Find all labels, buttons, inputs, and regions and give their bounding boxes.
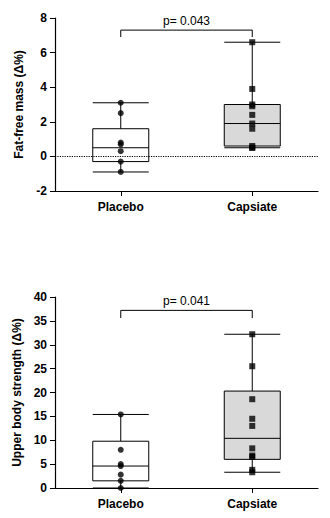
svg-text:4: 4: [40, 80, 47, 94]
svg-text:10: 10: [34, 433, 48, 447]
svg-text:40: 40: [34, 290, 48, 304]
svg-text:Placebo: Placebo: [98, 200, 144, 214]
svg-text:6: 6: [40, 46, 47, 60]
svg-text:Placebo: Placebo: [98, 497, 144, 511]
svg-text:Upper body strength (Δ%): Upper body strength (Δ%): [10, 318, 24, 467]
svg-text:-2: -2: [36, 184, 47, 198]
svg-text:p= 0.043: p= 0.043: [163, 14, 210, 28]
svg-text:0: 0: [40, 149, 47, 163]
svg-text:30: 30: [34, 338, 48, 352]
svg-text:15: 15: [34, 409, 48, 423]
svg-text:5: 5: [40, 457, 47, 471]
svg-text:0: 0: [40, 481, 47, 495]
svg-text:35: 35: [34, 314, 48, 328]
svg-text:8: 8: [40, 11, 47, 25]
svg-text:Capsiate: Capsiate: [227, 497, 277, 511]
svg-text:Capsiate: Capsiate: [227, 200, 277, 214]
svg-text:2: 2: [40, 115, 47, 129]
svg-text:p= 0.041: p= 0.041: [163, 294, 210, 308]
svg-text:Fat-free mass (Δ%): Fat-free mass (Δ%): [12, 50, 26, 159]
svg-text:25: 25: [34, 362, 48, 376]
svg-text:20: 20: [34, 386, 48, 400]
